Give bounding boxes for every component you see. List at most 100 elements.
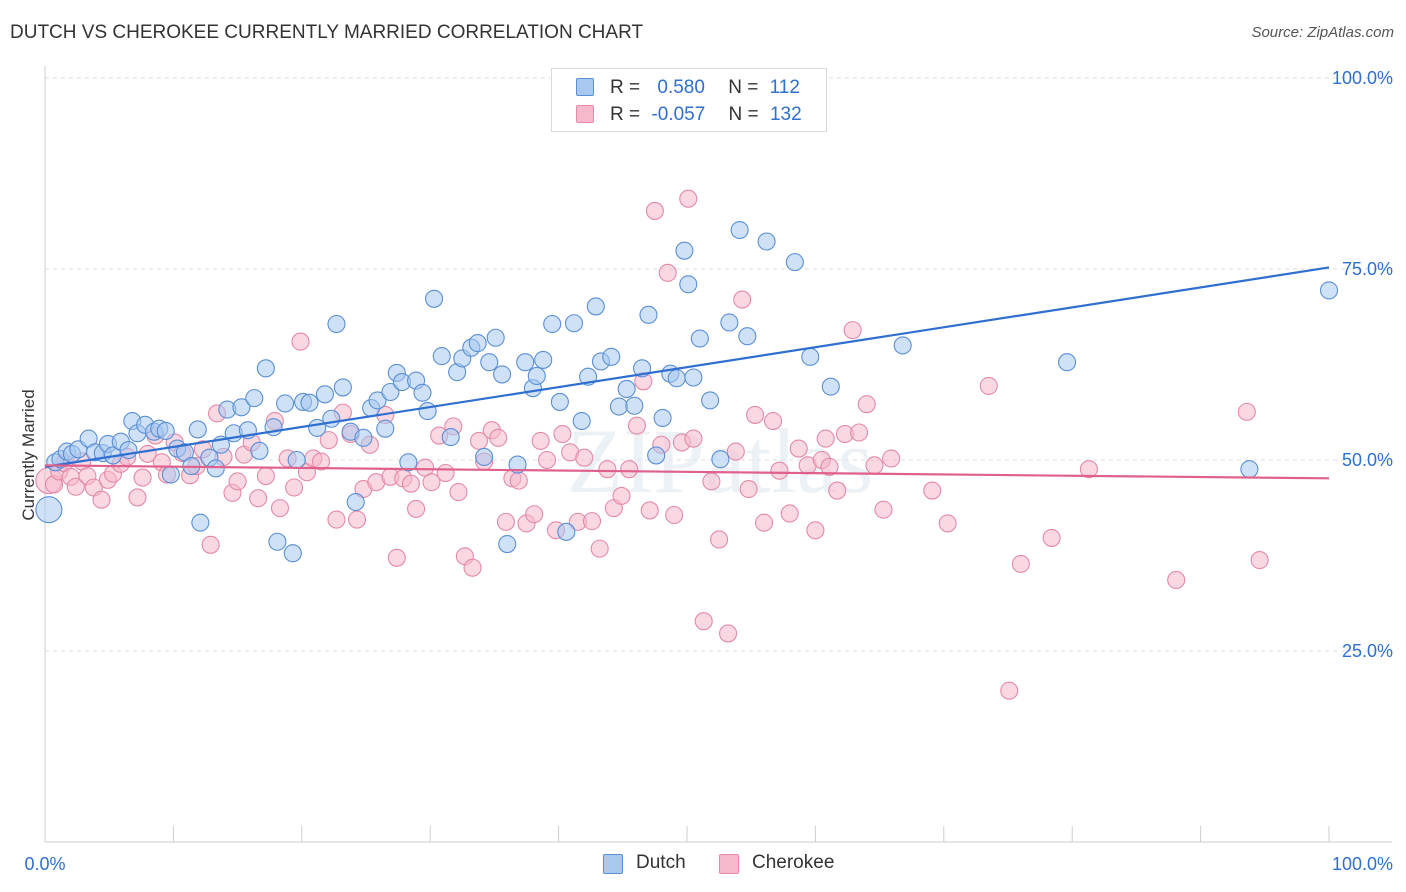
- cherokee-point: [694, 612, 713, 631]
- dutch-point: [432, 347, 451, 366]
- cherokee-point: [401, 474, 420, 493]
- dutch-point: [516, 353, 535, 372]
- dutch-point: [1240, 460, 1259, 479]
- cherokee-point: [228, 472, 247, 491]
- cherokee-point: [537, 450, 557, 470]
- dutch-point: [486, 328, 505, 347]
- cherokee-swatch: [719, 854, 739, 874]
- cherokee-point: [436, 463, 455, 483]
- cherokee-point: [525, 505, 544, 524]
- cherokee-point: [679, 189, 698, 208]
- cherokee-point: [850, 423, 869, 442]
- cherokee-point: [612, 486, 631, 505]
- dutch-point: [161, 465, 180, 484]
- cherokee-point: [590, 539, 609, 558]
- dutch-point: [543, 314, 562, 334]
- cherokee-point: [665, 505, 684, 525]
- cherokee-point: [923, 481, 942, 500]
- dutch-point: [413, 383, 432, 402]
- dutch-point: [256, 359, 275, 378]
- gridlines: [45, 77, 1392, 652]
- cherokee-point: [763, 411, 783, 431]
- dutch-point: [418, 402, 437, 421]
- cherokee-point: [133, 468, 152, 487]
- legend-r-label: R =: [610, 77, 641, 98]
- cherokee-point: [746, 405, 765, 424]
- cherokee-point: [1011, 554, 1030, 573]
- dutch-point: [468, 334, 487, 353]
- cherokee-point: [553, 424, 572, 444]
- cherokee-point: [1079, 460, 1098, 479]
- cherokee-point: [407, 499, 426, 518]
- dutch-trend-line: [44, 266, 1330, 468]
- dutch-point: [701, 391, 720, 410]
- dutch-point: [757, 232, 776, 251]
- dutch-point: [690, 329, 709, 348]
- cherokee-trend-line: [44, 464, 1330, 480]
- cherokee-point: [684, 429, 703, 448]
- dutch-point: [441, 428, 460, 447]
- dutch-point: [586, 297, 605, 316]
- dutch-point: [1319, 281, 1339, 300]
- dutch-point: [557, 522, 576, 541]
- cherokee-point: [598, 460, 617, 479]
- cherokee-point: [1237, 402, 1256, 421]
- cherokee-point: [509, 471, 528, 490]
- legend-n-label: N =: [728, 104, 759, 125]
- dutch-point: [639, 305, 658, 324]
- dutch-swatch: [603, 854, 623, 874]
- dutch-point: [206, 459, 225, 478]
- cherokee-point: [496, 512, 516, 531]
- dutch-point: [381, 382, 400, 402]
- dutch-point: [1058, 353, 1077, 372]
- y-tick-label: 75.0%: [1342, 259, 1393, 279]
- cherokee-point: [806, 521, 825, 540]
- dutch-point: [564, 314, 584, 333]
- dutch-point: [368, 391, 387, 410]
- cherokee-point: [820, 457, 839, 476]
- y-tick-label: 100.0%: [1332, 68, 1393, 88]
- dutch-point: [119, 441, 138, 460]
- dutch-point: [602, 347, 621, 366]
- dutch-point: [322, 409, 341, 428]
- dutch-point: [287, 450, 306, 470]
- cherokee-point: [449, 483, 468, 502]
- cherokee-point: [658, 263, 677, 282]
- cherokee-point: [710, 530, 729, 549]
- cherokee-point: [575, 448, 594, 467]
- cherokee-point: [1167, 570, 1186, 589]
- cherokee-point: [739, 479, 758, 499]
- cherokee-point: [256, 466, 275, 486]
- cherokee-point: [702, 472, 721, 491]
- dutch-point: [276, 394, 295, 413]
- cherokee-point: [627, 416, 646, 435]
- cherokee-point: [733, 290, 752, 309]
- cherokee-point: [327, 510, 346, 529]
- dutch-point: [250, 441, 269, 460]
- cherokee-point: [201, 535, 220, 554]
- dutch-point: [684, 368, 703, 387]
- dutch-point: [647, 446, 666, 465]
- dutch-point: [667, 369, 686, 388]
- legend-n-label: N =: [728, 77, 759, 98]
- dutch-point: [493, 365, 512, 384]
- dutch-point: [720, 313, 739, 332]
- cherokee-point: [979, 376, 998, 395]
- cherokee-point: [882, 449, 901, 468]
- dutch-point: [498, 534, 517, 554]
- cherokee-point: [719, 624, 738, 643]
- legend-dutch-r: 0.580: [657, 77, 705, 98]
- dutch-point: [268, 532, 287, 551]
- cherokee-swatch: [576, 105, 594, 123]
- correlation-legend: R = 0.580 N = 112 R = -0.057 N = 132: [551, 68, 827, 132]
- cherokee-point: [865, 456, 884, 475]
- dutch-point: [527, 366, 546, 386]
- cherokee-point: [843, 321, 862, 340]
- cherokee-point: [726, 442, 745, 461]
- dutch-point: [738, 327, 757, 346]
- dutch-point: [300, 393, 319, 412]
- x-tick-label: 0.0%: [24, 854, 65, 874]
- dutch-point: [188, 420, 207, 439]
- cherokee-point: [816, 429, 835, 448]
- cherokee-point: [347, 510, 367, 529]
